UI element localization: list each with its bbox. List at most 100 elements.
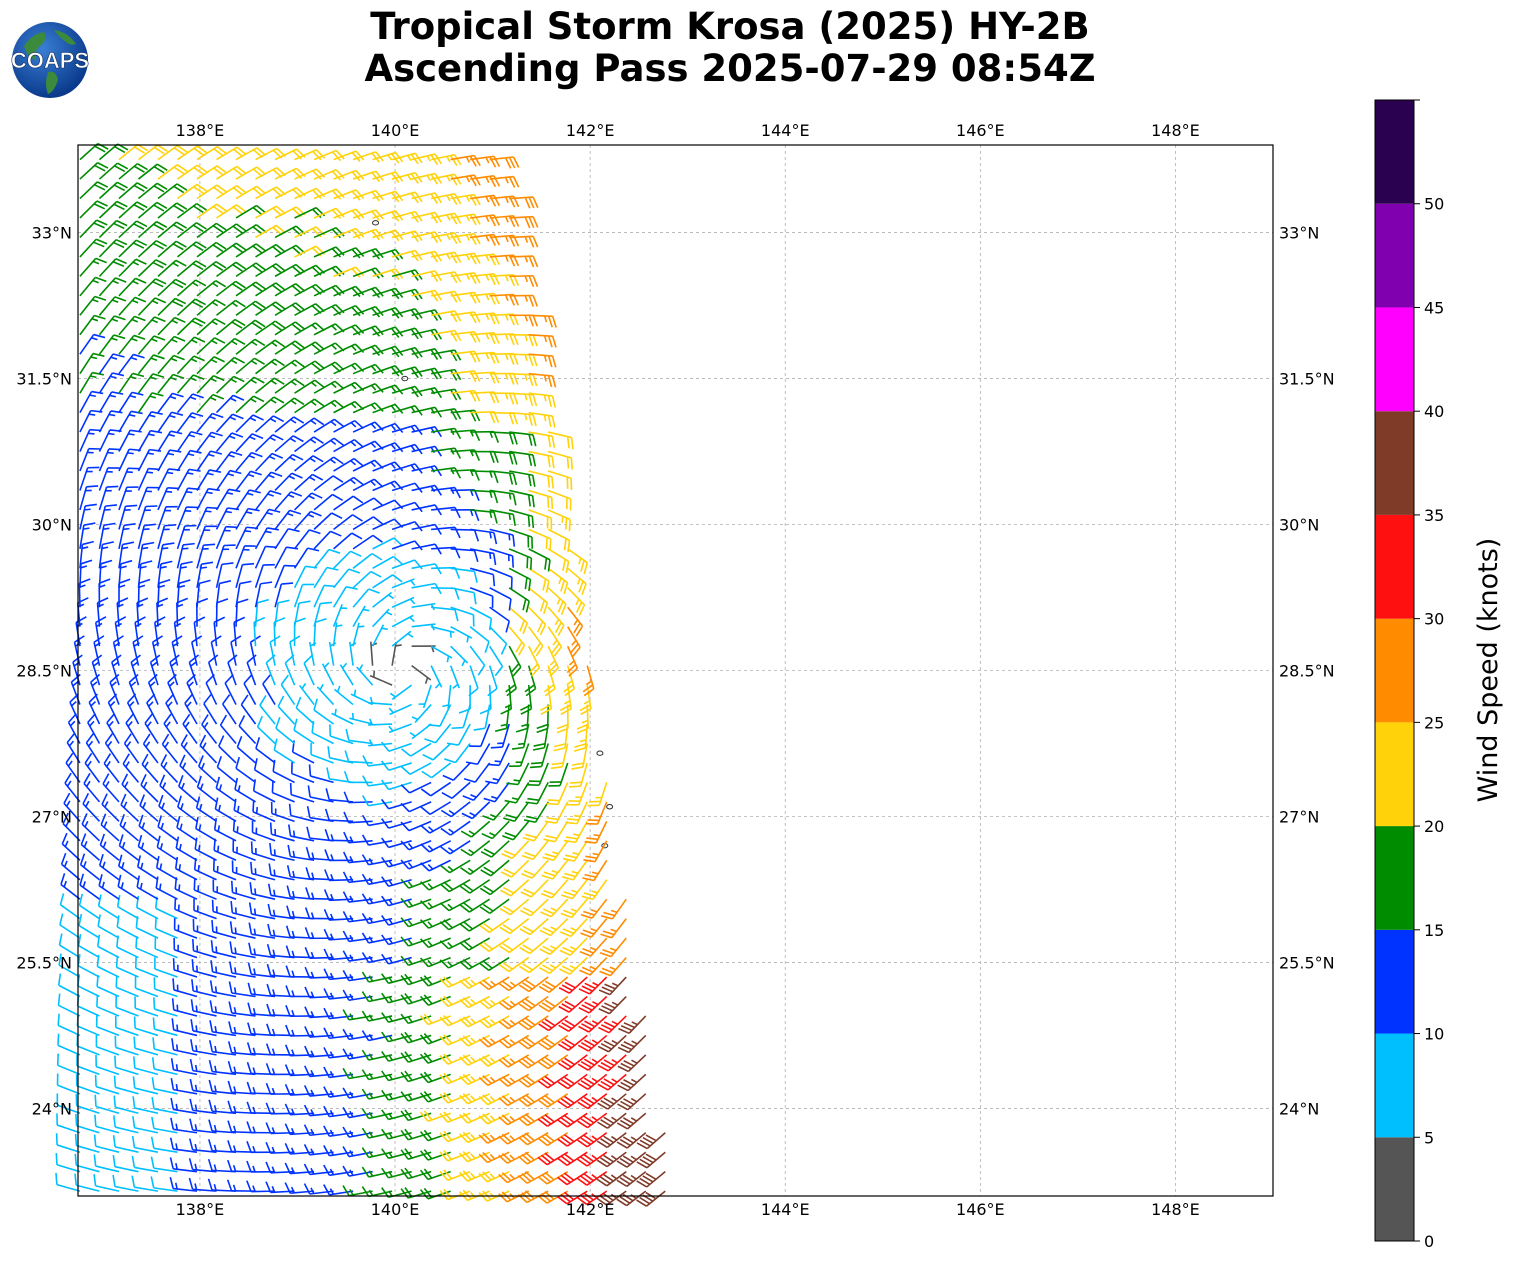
wind-barb [192,939,217,959]
wind-barb [323,968,354,981]
colorbar-bin [1375,100,1414,204]
wind-barb [229,921,256,939]
wind-barb [459,1112,490,1124]
wind-barb [478,995,510,1010]
wind-barb [189,1058,217,1076]
wind-barb [190,1019,217,1037]
wind-barb [303,1144,334,1156]
wind-barb [469,723,491,748]
wind-barb [248,902,276,920]
wind-barb [525,782,549,805]
wind-barb [160,754,179,783]
wind-barb [305,887,334,900]
wind-barb [342,989,373,1002]
wind-barb [381,837,412,849]
wind-barb [557,1054,588,1071]
wind-barb [518,1054,549,1069]
wind-barb [343,771,373,784]
wind-barb [174,856,198,881]
wind-barb [109,673,120,705]
wind-barb [323,1047,354,1059]
wind-barb [303,1085,334,1097]
wind-barb [380,760,412,772]
colorbar-tick-label: 25 [1424,713,1444,732]
wind-barb [321,662,335,686]
wind-barb [500,879,530,897]
wind-barb [158,794,179,822]
wind-barb [616,1132,647,1149]
wind-barb [247,982,276,998]
wind-barb [339,662,354,686]
wind-barb [151,1057,178,1076]
wind-barb [559,918,588,938]
wind-barb [424,723,452,744]
wind-barb [519,937,549,955]
wind-barb [508,743,530,767]
wind-barb [95,1034,120,1056]
wind-barb [255,737,276,764]
wind-barb [342,950,373,962]
wind-barb [459,1131,490,1144]
wind-barb [520,859,549,879]
wind-barb [284,1103,315,1116]
wind-barb [142,733,159,764]
wind-barb [171,998,198,1017]
wind-barb [439,917,471,931]
wind-barb [331,708,354,725]
wind-barb [544,801,569,824]
wind-barb [199,734,218,764]
wind-barb [542,840,569,862]
wind-barb [95,1014,120,1037]
wind-barb [361,1088,393,1100]
wind-barb [600,898,627,920]
wind-barb [75,1074,100,1095]
wind-barb [284,1044,315,1057]
wind-barb [342,871,373,884]
wind-barb [130,654,141,686]
wind-barb [342,969,373,982]
wind-barb [577,1073,608,1090]
wind-barb [577,1034,608,1052]
wind-barb [538,976,569,994]
wind-barb [579,684,592,716]
wind-barb [441,781,471,799]
wind-barb [381,818,412,829]
wind-barb [100,813,120,842]
wind-barb [131,1135,159,1153]
wind-barb [222,694,237,725]
wind-barb [208,1059,237,1076]
wind-barb [75,1113,100,1134]
wind-barb [400,897,432,909]
wind-barb [246,1160,276,1173]
wind-barb [131,1155,159,1173]
wind-barb [333,685,354,706]
wind-barb [90,673,101,705]
wind-barb [270,801,295,823]
wind-barb [537,1112,569,1127]
wind-barb [578,976,608,995]
wind-barb [259,694,276,725]
wind-barb [135,895,159,920]
wind-barb [540,879,569,899]
wind-barb [141,753,159,783]
wind-barb [115,975,139,998]
wind-barb [400,936,432,947]
wind-barb [59,913,81,939]
wind-barb [303,1183,334,1195]
wind-barb [56,1053,81,1076]
wind-barb [342,1146,373,1158]
wind-barb [490,723,510,749]
wind-barb [287,824,315,842]
wind-barb [269,822,295,842]
wind-barb [215,776,237,803]
wind-barb [636,1151,666,1169]
wind-barb [440,801,471,818]
wind-barb [479,879,510,896]
wind-barb [598,976,627,996]
gridlines [78,145,1273,1196]
wind-barb [267,903,295,920]
wind-barb [227,654,238,686]
wind-barb [400,840,432,851]
wind-barb [63,792,81,822]
wind-barb [304,1045,334,1058]
